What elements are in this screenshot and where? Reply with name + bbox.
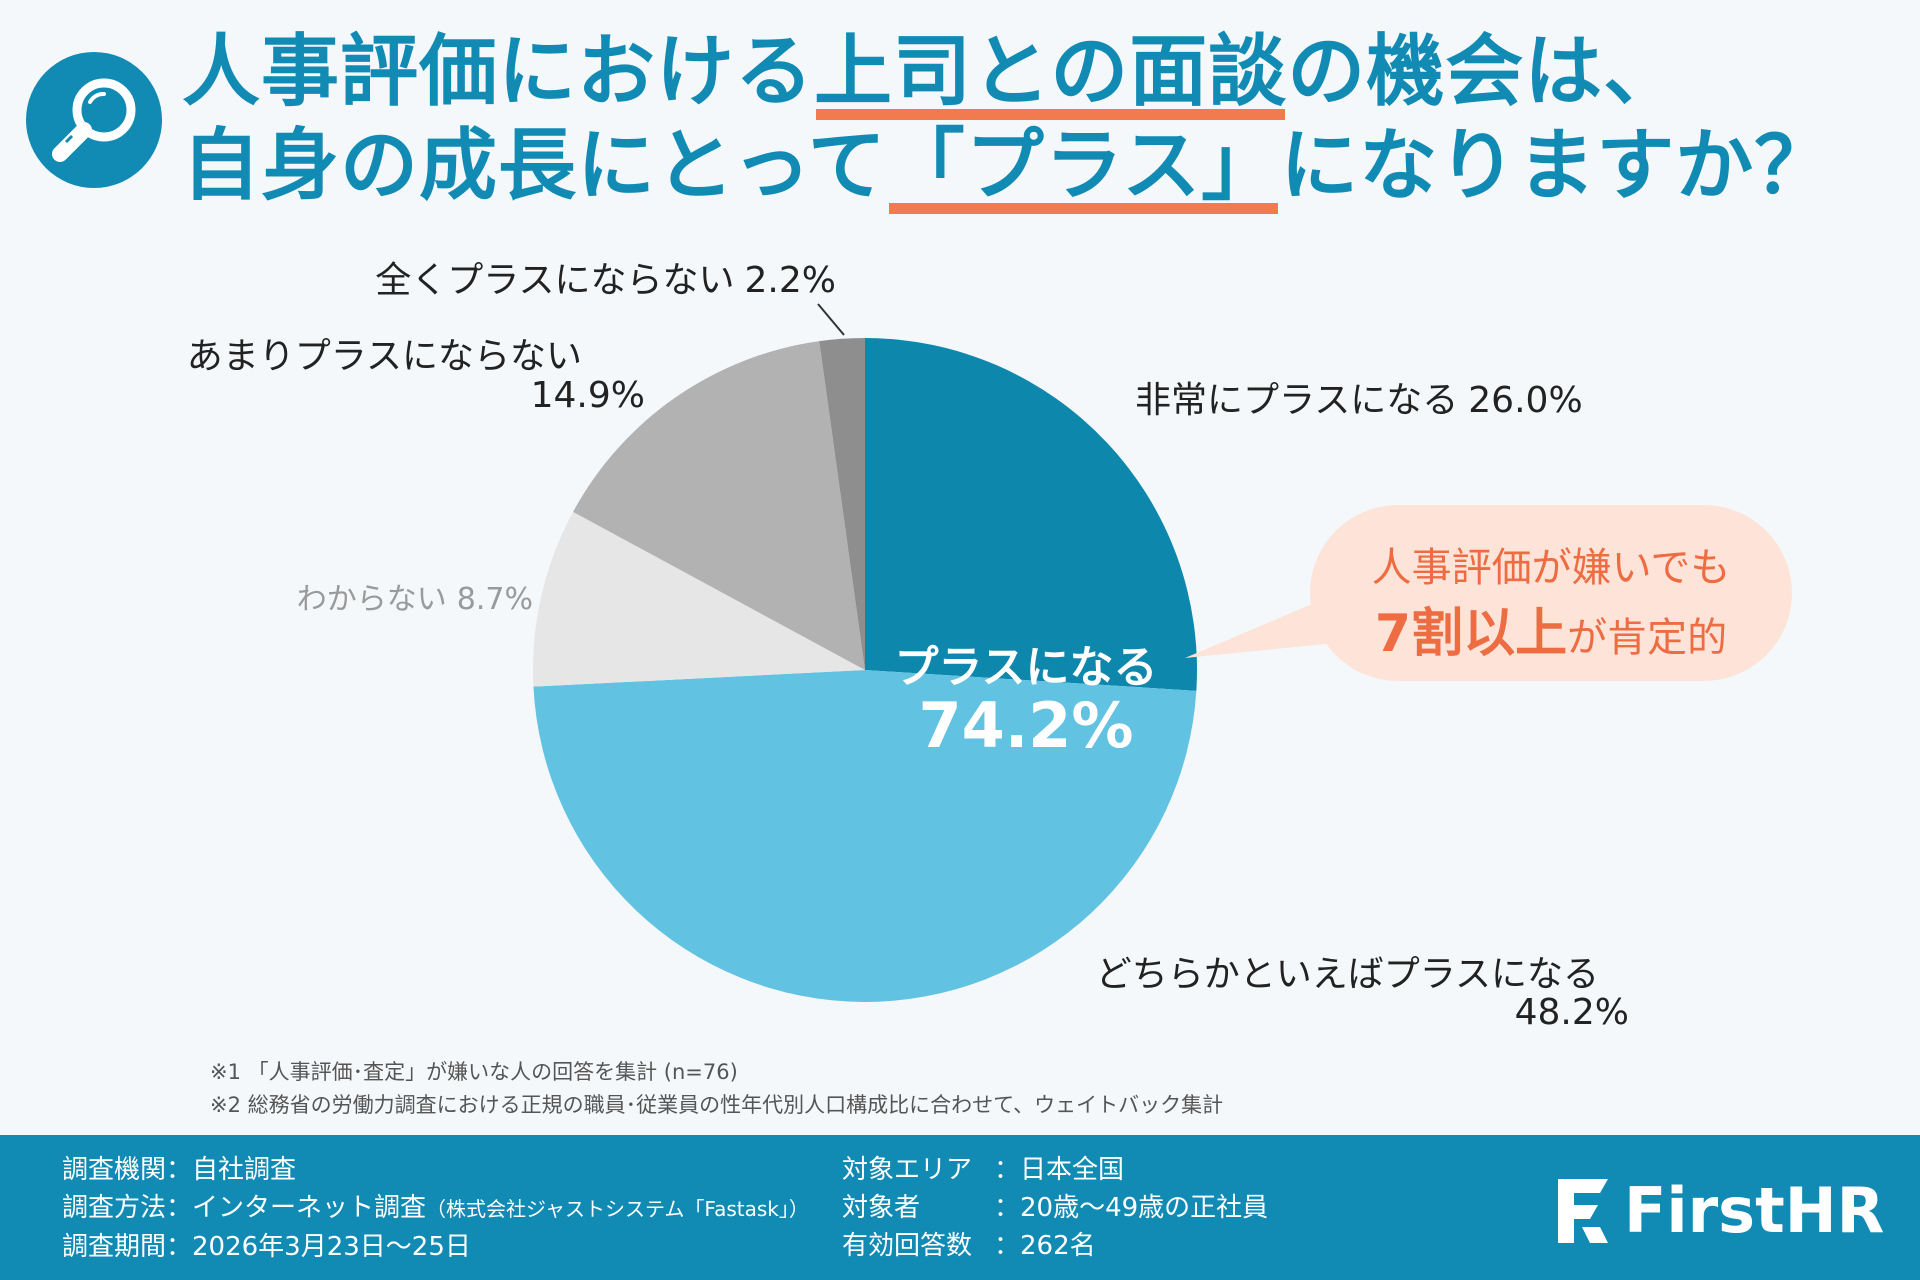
title-text: の機会は、	[1287, 27, 1683, 117]
title-text: 自身の成長にとって	[182, 121, 887, 211]
brand-logo: FirstHR	[1552, 1171, 1884, 1251]
callout-tail	[1185, 590, 1345, 658]
center-label: プラスになる	[894, 642, 1157, 693]
footer-agency: 調査機関：自社調査	[62, 1155, 297, 1185]
header: 人事評価における上司との面談の機会は、 自身の成長にとって「プラス」になりますか…	[0, 0, 1920, 240]
label-slice-3: わからない 8.7%	[297, 582, 533, 617]
callout-line-1: 人事評価が嫌いでも	[1371, 545, 1731, 591]
value-slice-4: 14.9%	[531, 375, 645, 416]
title-text: 人事評価における	[182, 27, 815, 117]
pie-slice-1	[865, 338, 1197, 691]
leader-line-slice-5	[817, 303, 845, 336]
pie-slices	[533, 338, 1197, 1002]
footer-left-column: 調査機関：自社調査 調査方法：インターネット調査（株式会社ジャストシステム「Fa…	[62, 1151, 809, 1266]
footer-method: 調査方法：インターネット調査（株式会社ジャストシステム「Fastask」）	[62, 1193, 809, 1223]
page-title-line-2: 自身の成長にとって「プラス」になりますか？	[182, 116, 1833, 216]
footnote-2: ※2 総務省の労働力調査における正規の職員･従業員の性年代別人口構成比に合わせて…	[210, 1093, 1224, 1117]
pie-slice-4	[573, 341, 865, 670]
callout-line-2: 7割以上が肯定的	[1310, 591, 1792, 666]
pie-chart: 非常にプラスになる 26.0% どちらかといえばプラスになる 48.2% わからな…	[187, 260, 1629, 1033]
footer-period: 調査期間：2026年3月23日〜25日	[62, 1232, 471, 1262]
footnote-1: ※1 「人事評価･査定」が嫌いな人の回答を集計 (n=76)	[210, 1060, 738, 1084]
label-slice-2: どちらかといえばプラスになる	[1096, 954, 1599, 995]
footer-count: 有効回答数 ：262名	[842, 1231, 1096, 1261]
pie-slice-5	[819, 338, 865, 670]
value-slice-2: 48.2%	[1515, 992, 1629, 1033]
footer-middle-column: 対象エリア ：日本全国 対象者 ：20歳〜49歳の正社員 有効回答数 ：262名	[842, 1151, 1268, 1265]
magnifier-icon	[26, 52, 162, 188]
callout-bubble: 人事評価が嫌いでも 7割以上が肯定的	[1310, 505, 1792, 681]
footnotes: ※1 「人事評価･査定」が嫌いな人の回答を集計 (n=76) ※2 総務省の労働…	[210, 1056, 1223, 1122]
page-title-line-1: 人事評価における上司との面談の機会は、	[182, 22, 1682, 122]
label-slice-5: 全くプラスにならない 2.2%	[375, 260, 836, 301]
center-value: 74.2%	[918, 689, 1133, 762]
title-text: になりますか？	[1280, 121, 1834, 211]
footer-area: 対象エリア ：日本全国	[842, 1155, 1125, 1185]
survey-info-footer: 調査機関：自社調査 調査方法：インターネット調査（株式会社ジャストシステム「Fa…	[0, 1135, 1920, 1280]
footer-target: 対象者 ：20歳〜49歳の正社員	[842, 1193, 1269, 1223]
brand-logo-icon	[1558, 1179, 1608, 1243]
title-highlight-plus: 「プラス」	[887, 116, 1280, 216]
label-slice-1: 非常にプラスになる 26.0%	[1135, 380, 1583, 421]
title-highlight-meeting: 上司との面談	[814, 22, 1287, 122]
pie-slice-2	[533, 670, 1197, 1002]
pie-slice-3	[533, 511, 865, 687]
brand-name: FirstHR	[1624, 1174, 1885, 1247]
callout-rest: が肯定的	[1567, 615, 1728, 661]
callout-strong: 7割以上	[1374, 604, 1568, 664]
label-slice-4: あまりプラスにならない	[187, 336, 582, 377]
